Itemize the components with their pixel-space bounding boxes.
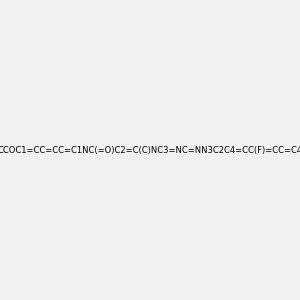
Text: CCOC1=CC=CC=C1NC(=O)C2=C(C)NC3=NC=NN3C2C4=CC(F)=CC=C4: CCOC1=CC=CC=C1NC(=O)C2=C(C)NC3=NC=NN3C2C… [0, 146, 300, 154]
